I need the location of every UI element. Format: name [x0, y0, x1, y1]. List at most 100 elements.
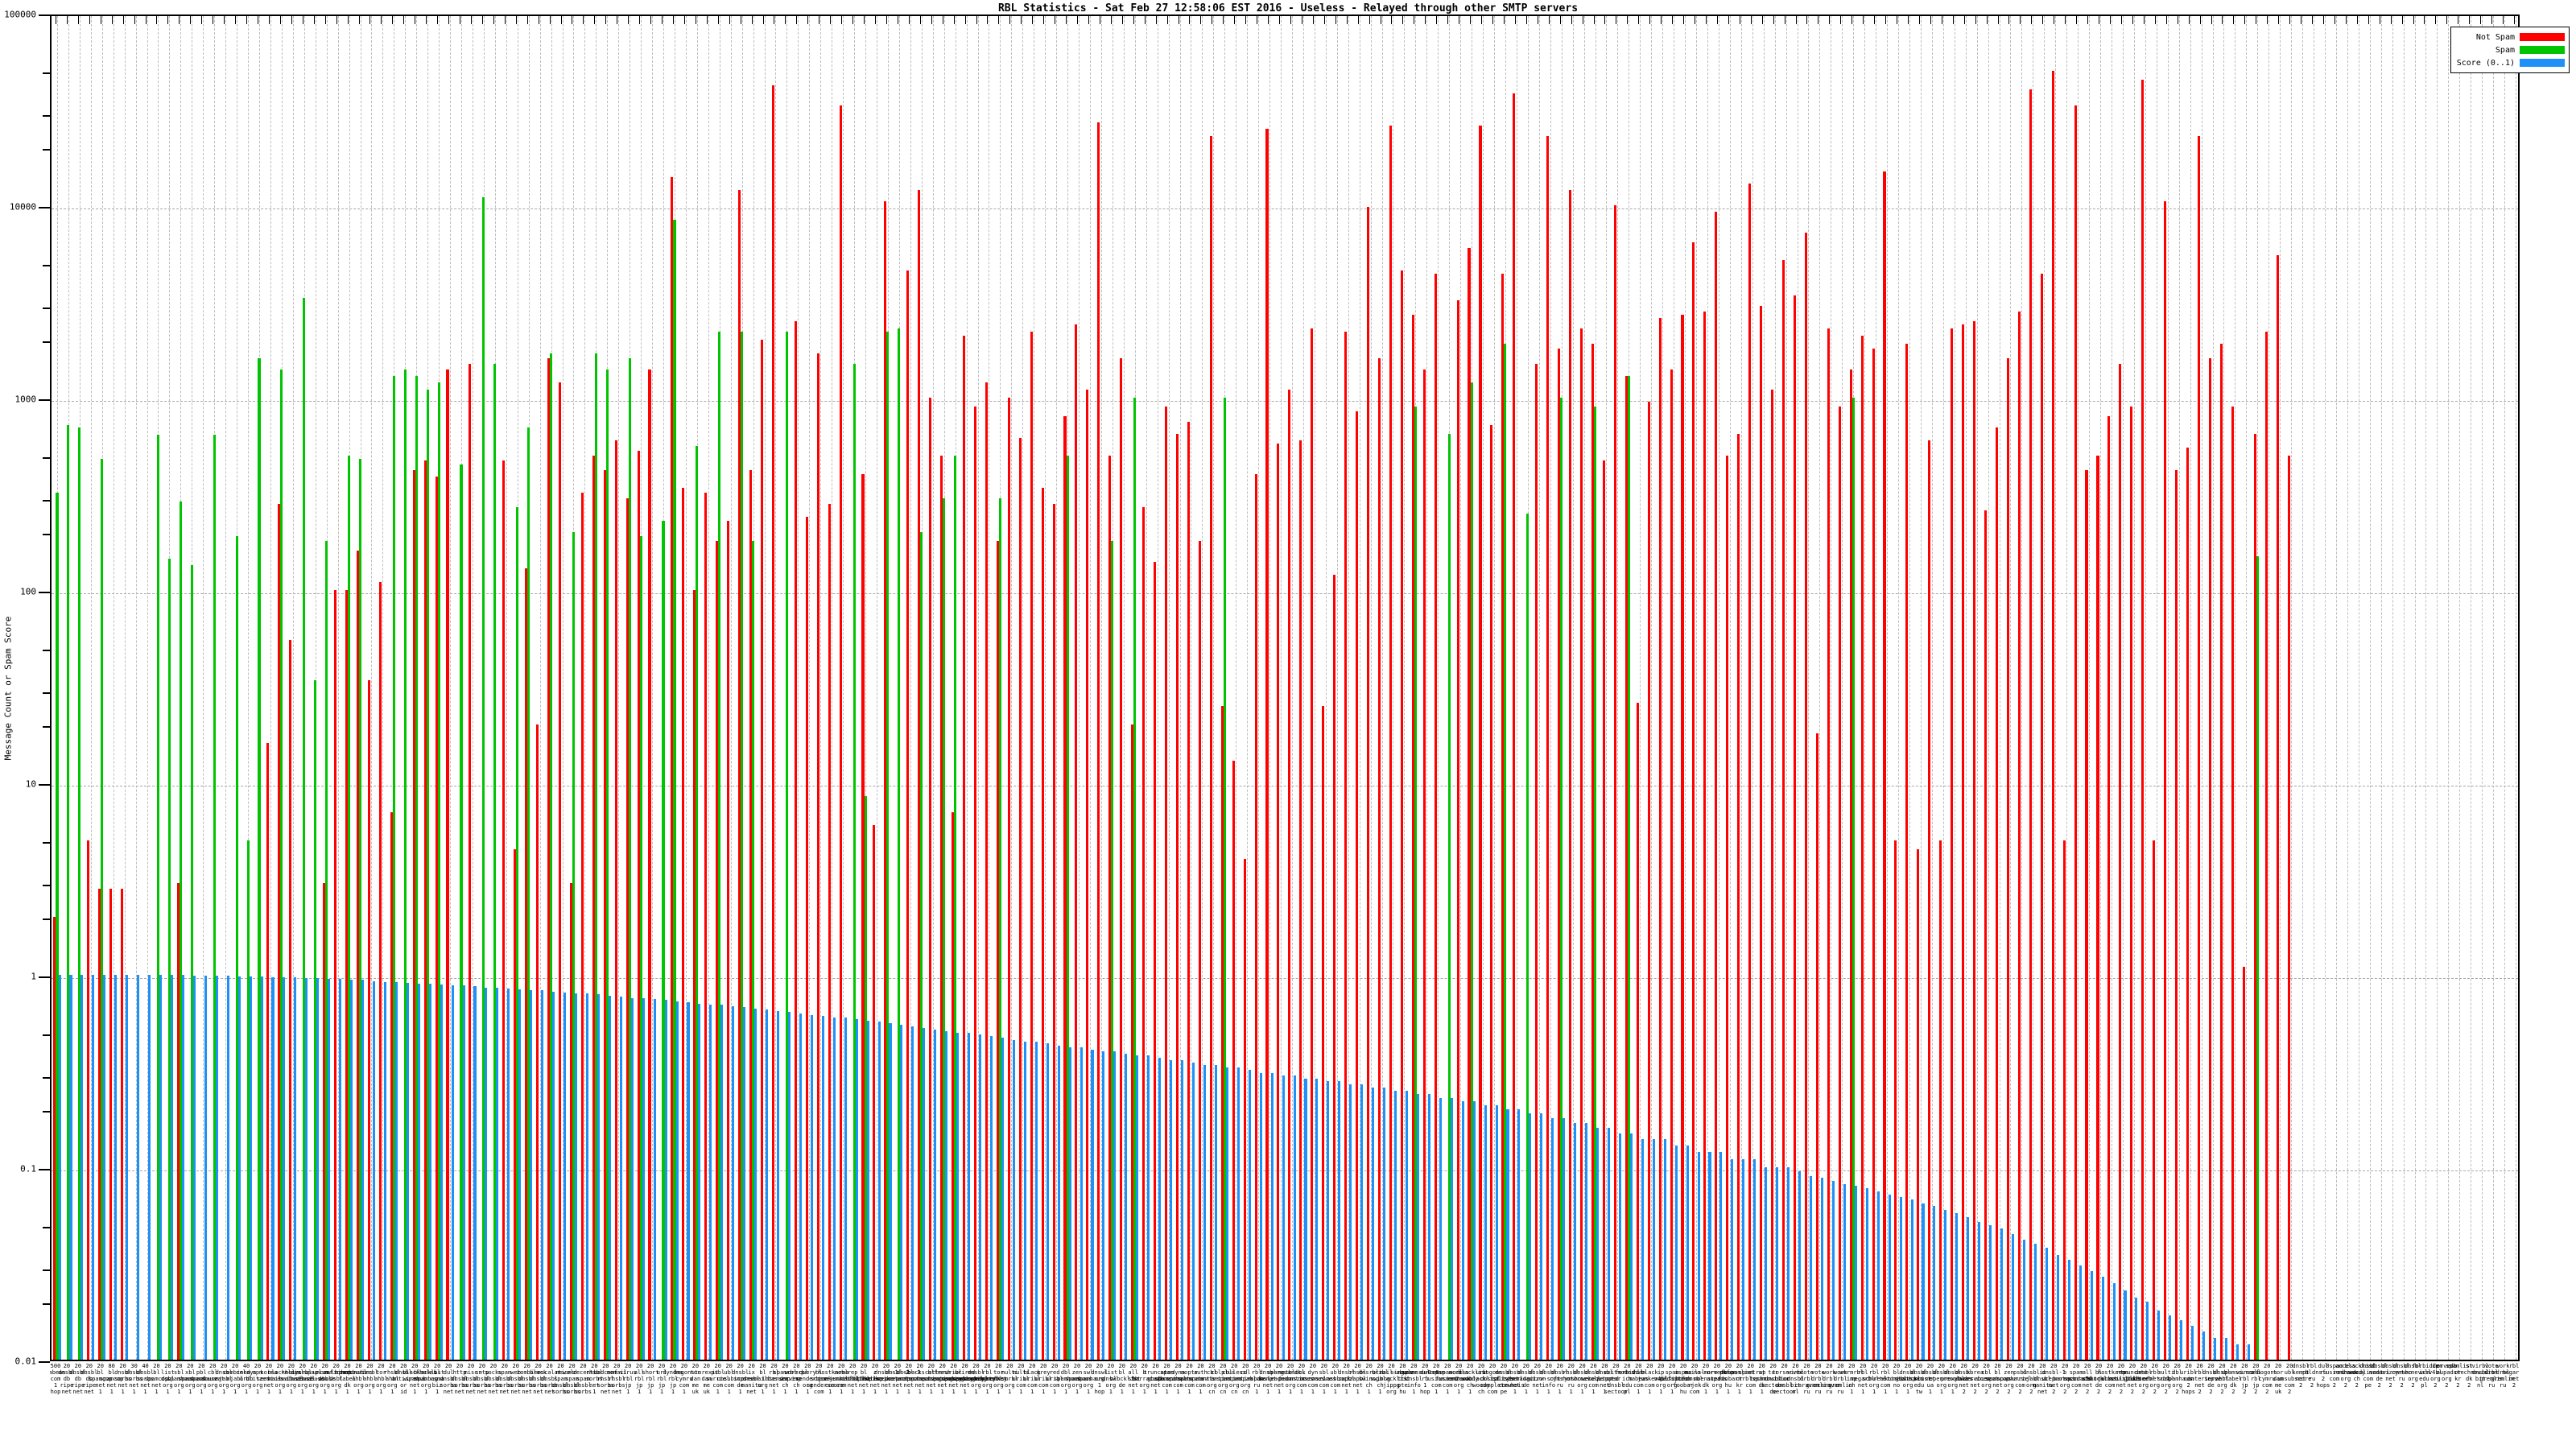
grid-line-vertical	[1483, 16, 1484, 1360]
x-axis-top-tick	[1290, 14, 1291, 24]
bar-score	[1282, 1075, 1285, 1360]
bar-score	[832, 1018, 836, 1360]
x-axis-top-tick	[1571, 14, 1572, 24]
grid-line-vertical	[2167, 16, 2169, 1360]
bar-spam	[78, 427, 81, 1360]
grid-line-vertical	[1460, 16, 1462, 1360]
x-axis-top-tick	[1627, 14, 1629, 24]
bar-score	[1125, 1053, 1128, 1360]
bar-score	[574, 993, 578, 1360]
x-axis-top-tick	[2188, 14, 2190, 24]
x-axis-top-tick	[1312, 14, 1314, 24]
bar-not-spam	[1198, 541, 1201, 1360]
bar-not-spam	[1164, 406, 1168, 1360]
bar-not-spam	[1142, 506, 1146, 1360]
x-axis-top-tick	[1492, 14, 1493, 24]
bar-not-spam	[1131, 724, 1134, 1360]
bar-spam	[864, 795, 867, 1360]
x-axis-top-tick	[1795, 14, 1797, 24]
bar-not-spam	[2006, 358, 2009, 1360]
x-axis-top-tick	[1918, 14, 1920, 24]
y-axis-tick	[39, 207, 50, 208]
bar-not-spam	[794, 320, 797, 1360]
grid-line-vertical	[1045, 16, 1046, 1360]
bar-not-spam	[176, 882, 180, 1360]
x-axis-top-tick	[2076, 14, 2078, 24]
x-axis-tick-label: 20 dnsbl-1 uceprotect net 1	[873, 1363, 909, 1395]
bar-not-spam	[580, 493, 584, 1360]
x-axis-tick-label: 20 bogons cymru com 2	[2256, 1363, 2277, 1395]
y-axis-minor-tick	[43, 841, 50, 844]
bar-spam	[1470, 382, 1473, 1360]
bar-score	[473, 986, 477, 1360]
bar-not-spam	[87, 840, 90, 1360]
grid-line-vertical	[2369, 16, 2371, 1360]
bar-spam	[852, 363, 856, 1360]
bar-spam	[1414, 406, 1417, 1360]
x-axis-tick-label: 20 dul dnsbl sorbs net	[440, 1363, 457, 1395]
bar-score	[2000, 1228, 2004, 1360]
bar-not-spam	[1288, 390, 1291, 1360]
bar-not-spam	[1849, 369, 1852, 1360]
bar-not-spam	[1670, 369, 1673, 1360]
x-axis-tick-label: 20 rhsbl zapbl net 1	[1349, 1363, 1367, 1395]
x-axis-tick-label: 20 rbl megarbl net 1	[1851, 1363, 1875, 1395]
grid-line-vertical	[1213, 16, 1215, 1360]
bar-score	[732, 1005, 735, 1360]
bar-spam	[785, 332, 788, 1360]
bar-score	[1506, 1109, 1509, 1360]
x-axis-tick-label: 20 ip v4bl org 1	[1653, 1363, 1668, 1395]
x-axis-top-tick	[167, 14, 169, 24]
bar-score	[2022, 1240, 2026, 1360]
x-axis-tick-label: 20 bl blocklist de 1	[1109, 1363, 1141, 1395]
x-axis-tick-label: 20 dnswl org 1 hop	[1091, 1363, 1108, 1395]
x-axis-tick-label: 20 bogons cymru com 1	[674, 1363, 695, 1395]
x-axis-top-tick	[493, 14, 494, 24]
bar-not-spam	[1760, 305, 1763, 1360]
x-axis-tick-label: 20 tor efnet org 1	[989, 1363, 1007, 1395]
grid-line-vertical	[292, 16, 294, 1360]
bar-spam	[605, 369, 609, 1360]
bar-score	[1955, 1212, 1959, 1360]
bar-not-spam	[738, 190, 741, 1360]
bar-spam	[303, 298, 306, 1360]
bar-score	[1641, 1139, 1644, 1360]
bar-score	[406, 982, 409, 1360]
bar-score	[1236, 1067, 1240, 1360]
bar-not-spam	[1995, 427, 1998, 1360]
bar-score	[1776, 1167, 1779, 1360]
bar-score	[552, 991, 555, 1360]
bar-score	[2067, 1260, 2070, 1360]
x-axis-top-tick	[2368, 14, 2369, 24]
bar-score	[428, 983, 431, 1360]
y-axis-tick-label: 1	[31, 971, 36, 982]
legend-label-not-spam: Not Spam	[2475, 32, 2515, 42]
bar-score	[1787, 1167, 1790, 1360]
x-axis-top-tick	[2401, 14, 2403, 24]
x-axis-tick-label: 0spam fusionzero com 2	[2322, 1363, 2357, 1389]
x-axis-tick-label: 20 dbl spamhaus org 1	[1054, 1363, 1081, 1395]
bar-score	[630, 997, 634, 1360]
bar-score	[1731, 1159, 1734, 1360]
bar-not-spam	[109, 889, 113, 1360]
bar-not-spam	[1894, 840, 1897, 1360]
x-axis-tick-label: 20 bl konstant no 1	[1885, 1363, 1912, 1395]
bar-not-spam	[1108, 455, 1112, 1360]
x-axis-top-tick	[1604, 14, 1606, 24]
bar-score	[541, 990, 544, 1360]
x-axis-top-tick	[526, 14, 528, 24]
x-axis-tick-label: 20 tor dnsbl sectoor de	[1761, 1363, 1785, 1395]
grid-line-vertical	[371, 16, 373, 1360]
x-axis-tick-label: 20 all rbl jp 2	[2250, 1363, 2261, 1395]
bar-spam	[56, 493, 59, 1360]
bar-score	[1416, 1094, 1419, 1360]
grid-line-vertical	[1370, 16, 1372, 1360]
bar-spam	[1593, 406, 1597, 1360]
bar-spam	[348, 455, 351, 1360]
x-axis-top-tick	[953, 14, 955, 24]
x-axis-tick-label: 20 psbl surriel com 2	[2008, 1363, 2033, 1395]
bar-not-spam	[1647, 402, 1650, 1360]
x-axis-tick-label: 20 ix dnsbl manitu net	[2032, 1363, 2053, 1395]
bar-score	[462, 985, 465, 1360]
y-axis-tick	[39, 399, 50, 401]
